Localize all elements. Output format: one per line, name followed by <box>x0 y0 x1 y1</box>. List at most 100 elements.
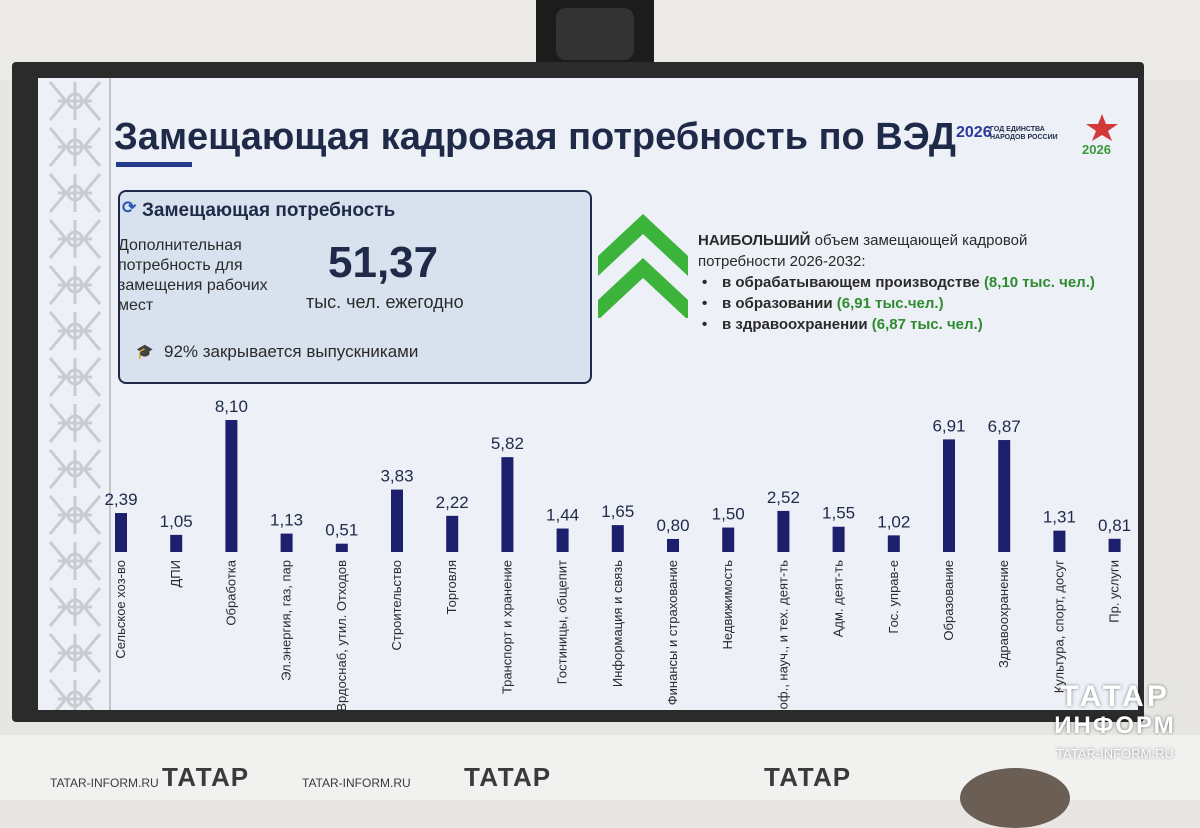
backdrop-brand: ТАТАР <box>162 762 250 792</box>
card-description: Дополнительная потребность для замещения… <box>118 237 268 314</box>
card-graduates-note: 92% закрывается выпускниками <box>164 342 419 361</box>
bar <box>832 526 845 552</box>
bar-value-label: 1,50 <box>712 505 745 524</box>
bar-value-label: 1,02 <box>877 512 910 531</box>
highlight-item-value: (6,87 тыс. чел.) <box>871 316 983 333</box>
star-icon <box>1086 114 1118 141</box>
bar <box>887 535 900 552</box>
category-label: ДПИ <box>168 560 183 588</box>
bar <box>722 527 735 552</box>
card-heading: Замещающая потребность <box>142 200 396 221</box>
card-total-unit: тыс. чел. ежегодно <box>306 292 464 312</box>
highlight-item: • в здравоохранении (6,87 тыс. чел.) <box>698 314 1098 335</box>
bar-value-label: 2,39 <box>104 490 137 509</box>
bar <box>556 528 569 552</box>
bar <box>1053 530 1066 552</box>
category-label: Информация и связь <box>610 560 625 687</box>
event-year-number: 2026 <box>1082 142 1111 157</box>
backdrop-brand: ТАТАР <box>464 762 552 792</box>
audience-head <box>960 768 1070 828</box>
category-label: Торговля <box>444 560 459 614</box>
watermark-line1: ТАТАР <box>1060 680 1170 713</box>
watermark-line2: ИНФОРМ <box>1054 712 1176 739</box>
event-star-logo: 2026 <box>1082 112 1122 172</box>
replacement-need-card <box>118 190 592 384</box>
category-label: Эл.энергия, газ, пар <box>279 560 294 681</box>
category-label: Проф., науч., и тех. деят-ть <box>775 560 790 710</box>
category-label: Финансы и страхование <box>665 560 680 705</box>
category-label: Адм. деят-ть <box>831 560 846 638</box>
highlight-item: • в образовании (6,91 тыс.чел.) <box>698 293 1098 314</box>
category-label: Гостиницы, общепит <box>555 560 570 684</box>
category-label: Здравоохранение <box>996 560 1011 668</box>
bullet-icon: • <box>702 295 708 312</box>
category-label: Строительство <box>389 560 404 650</box>
bar-value-label: 6,91 <box>932 416 965 435</box>
logos-group: 2026 ГОД ЕДИНСТВА НАРОДОВ РОССИИ 2026 <box>956 106 1126 176</box>
category-label: Культура, спорт, досуг <box>1051 560 1066 694</box>
refresh-icon: ⟳ <box>122 198 137 217</box>
highlights-lead-bold: НАИБОЛЬШИЙ <box>698 232 811 249</box>
largest-need-block: НАИБОЛЬШИЙ объем замещающей кадровой пот… <box>698 230 1098 335</box>
bar-value-label: 0,81 <box>1098 516 1131 535</box>
unity-year-number: 2026 <box>956 124 992 141</box>
category-label: Образование <box>941 560 956 641</box>
unity-year-text: ГОД ЕДИНСТВА НАРОДОВ РОССИИ <box>990 126 1058 141</box>
bar-value-label: 1,31 <box>1043 508 1076 527</box>
bar <box>335 543 348 552</box>
bar-value-label: 0,51 <box>325 521 358 540</box>
bar <box>943 439 955 552</box>
bar-value-label: 6,87 <box>988 417 1021 436</box>
category-label: Транспорт и хранение <box>499 560 514 694</box>
highlight-item-text: в обрабатывающем производстве <box>722 274 980 291</box>
category-label: Пр. услуги <box>1107 560 1122 623</box>
bar-value-label: 3,83 <box>380 467 413 486</box>
bar <box>998 440 1011 552</box>
double-chevron-up-icon <box>598 214 688 318</box>
highlight-item: • в обрабатывающем производстве (8,10 ты… <box>698 272 1098 293</box>
bar <box>501 457 514 552</box>
bar-value-label: 5,82 <box>491 434 524 453</box>
unity-year-logo: 2026 ГОД ЕДИНСТВА НАРОДОВ РОССИИ <box>956 124 1076 152</box>
highlights-lead: НАИБОЛЬШИЙ объем замещающей кадровой пот… <box>698 230 1098 272</box>
bar-value-label: 1,55 <box>822 504 855 523</box>
bar <box>667 538 679 552</box>
bar <box>115 513 127 552</box>
category-label: Обработка <box>223 559 238 625</box>
bar <box>446 515 459 552</box>
category-label: Недвижимость <box>720 560 735 650</box>
category-label: Гос. управ-е <box>886 560 901 634</box>
bar-value-label: 1,13 <box>270 511 303 530</box>
bar-value-label: 2,52 <box>767 488 800 507</box>
bar-value-label: 8,10 <box>215 397 248 416</box>
highlight-item-value: (8,10 тыс. чел.) <box>983 274 1095 291</box>
presentation-slide: Замещающая кадровая потребность по ВЭД 2… <box>38 78 1138 710</box>
graduation-cap-icon: 🎓 <box>136 343 154 359</box>
bar-value-label: 0,80 <box>656 516 689 535</box>
tatar-inform-watermark: ТАТАР ИНФОРМ TATAR-INFORM.RU <box>1040 680 1190 761</box>
tatar-ornament-border <box>38 78 112 710</box>
bar <box>225 420 238 552</box>
card-total-value: 51,37 <box>328 238 439 287</box>
bar <box>611 525 624 552</box>
bar <box>1108 538 1121 552</box>
highlights-lead-rest: объем замещающей кадровой потребности 20… <box>698 232 1028 270</box>
watermark-url: TATAR-INFORM.RU <box>1056 746 1174 761</box>
bar-value-label: 1,44 <box>546 506 579 525</box>
bullet-icon: • <box>702 274 708 291</box>
highlight-item-value: (6,91 тыс.чел.) <box>836 295 944 312</box>
category-label: Врдоснаб, утил. Отходов <box>334 560 349 710</box>
bullet-icon: • <box>702 316 708 333</box>
slide-title: Замещающая кадровая потребность по ВЭД <box>114 116 956 158</box>
camera-lens <box>556 8 634 60</box>
bar <box>170 534 183 552</box>
category-label: Сельское хоз-во <box>113 560 128 659</box>
highlight-item-text: в образовании <box>722 295 833 312</box>
backdrop-url-right: TATAR-INFORM.RU <box>302 776 411 790</box>
bar <box>391 489 403 552</box>
backdrop-brand: ТАТАР <box>764 762 852 792</box>
backdrop-url-left: TATAR-INFORM.RU <box>50 776 159 790</box>
bar <box>777 510 790 552</box>
highlight-item-text: в здравоохранении <box>722 316 868 333</box>
replacement-need-bar-chart: 2,39 Сельское хоз-во 1,05 ДПИ 8,10 Обработка 1… <box>104 397 1131 710</box>
